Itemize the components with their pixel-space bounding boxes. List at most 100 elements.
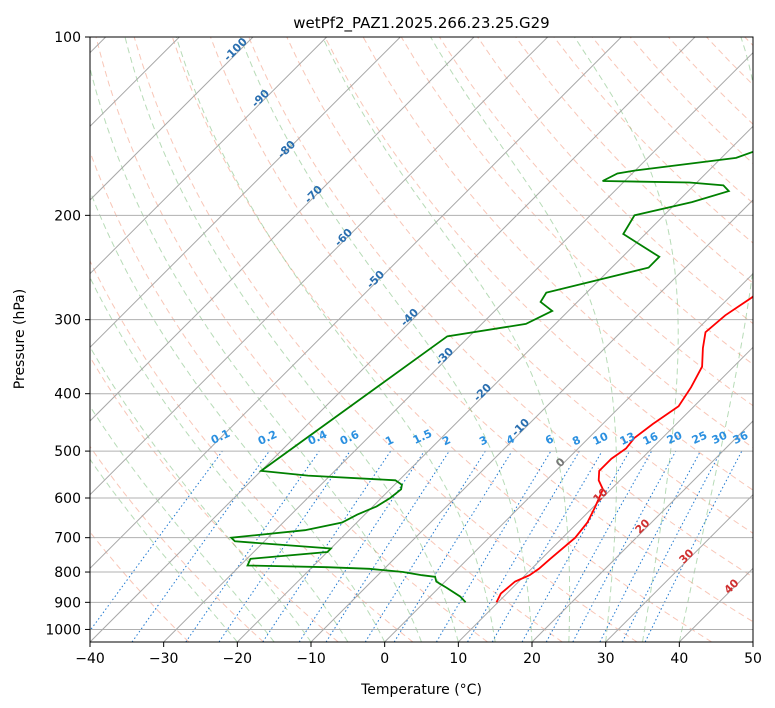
data-lines [229, 150, 753, 603]
dry-adiabat [744, 37, 753, 47]
moist-adiabat-label: 10 [591, 485, 611, 505]
isotherm-label: -80 [275, 138, 298, 161]
isotherm-line [752, 641, 753, 642]
mixing-ratio-label: 0.4 [306, 428, 329, 448]
mixing-ratio-label: 0.2 [256, 428, 279, 448]
moist-adiabat [430, 37, 617, 642]
y-tick-label: 300 [54, 313, 81, 329]
isotherm-line [90, 37, 549, 496]
axis-ticks: −40 −30 −20 −10 0 10 20 30 40 5010020030040050060… [45, 30, 762, 667]
moist-adiabat-label: 20 [633, 516, 653, 536]
mixing-ratio-label: 1.5 [411, 427, 434, 447]
dry-adiabat [324, 37, 753, 491]
moist-adiabat [322, 37, 571, 642]
dry-adiabat [95, 37, 563, 642]
isotherm-line [384, 272, 753, 642]
x-tick-label: 30 [597, 651, 615, 667]
x-tick-label: 50 [744, 651, 762, 667]
x-tick-label: 20 [523, 651, 541, 667]
mixing-ratio-line [90, 450, 223, 632]
mixing-ratio-line [393, 450, 513, 642]
isotherm-label: -20 [471, 381, 494, 404]
mixing-ratio-line [262, 450, 392, 642]
moist-adiabat [90, 405, 275, 642]
isotherm-line [310, 199, 753, 642]
isotherm-label: -100 [221, 35, 250, 64]
isotherm-line [90, 37, 401, 349]
isotherm-line [163, 51, 753, 642]
moist-adiabat [90, 65, 422, 642]
mixing-ratio-label: 1 [383, 433, 395, 448]
isotherm-label: -50 [364, 268, 387, 291]
mixing-ratio-line [521, 450, 630, 642]
moist-adiabat [239, 37, 533, 642]
dry-adiabat [90, 150, 488, 642]
chart-title: wetPf2_PAZ1.2025.266.23.25.G29 [293, 14, 549, 33]
moist-adiabat [124, 37, 459, 642]
dry-adiabat [515, 37, 753, 284]
isotherm-label: -90 [249, 87, 272, 110]
isotherm-line [457, 346, 753, 642]
mixing-ratio-label: 16 [641, 430, 661, 448]
dry-adiabat [90, 531, 190, 642]
mixing-ratio-line [185, 450, 320, 642]
plot-frame [89, 36, 754, 643]
y-tick-label: 100 [54, 30, 81, 46]
isotherm-line [678, 567, 753, 642]
y-tick-label: 1000 [45, 622, 81, 638]
mixing-ratio-label: 3 [477, 433, 489, 448]
mixing-ratio-label: 0.6 [338, 428, 361, 448]
y-tick-label: 700 [54, 531, 81, 547]
mixing-ratio-line [599, 450, 701, 642]
moist-adiabat-label: 30 [677, 546, 697, 566]
moist-adiabat [175, 37, 496, 642]
dewpoint-line [229, 150, 753, 603]
dry-adiabat [171, 37, 712, 642]
moist-adiabat [90, 189, 386, 642]
moist-adiabat [90, 345, 312, 642]
dry-adiabat [90, 445, 264, 642]
y-tick-label: 900 [54, 595, 81, 611]
dry-adiabat [90, 356, 339, 642]
dry-adiabat [706, 37, 753, 86]
mixing-ratio-line [467, 450, 580, 642]
mixing-ratio-line [644, 450, 743, 642]
x-tick-label: −30 [149, 651, 179, 667]
x-axis-label: Temperature (°C) [360, 682, 482, 698]
x-tick-label: 40 [670, 651, 688, 667]
mixing-ratio-line [298, 450, 425, 642]
isotherm-label: -30 [433, 345, 456, 368]
line-labels: -100-90-80-70-60-50-40-30-20-10010203040… [209, 35, 751, 597]
mixing-ratio-label: 2 [440, 433, 452, 448]
x-tick-label: −10 [296, 651, 326, 667]
dry-adiabat [286, 37, 753, 534]
x-tick-label: 0 [380, 651, 389, 667]
mixing-ratio-label: 36 [731, 429, 751, 447]
mixing-ratio-label: 13 [618, 430, 637, 448]
moist-adiabat [90, 458, 238, 642]
y-tick-label: 500 [54, 444, 81, 460]
dry-adiabat [553, 37, 753, 244]
mixing-ratio-line [325, 450, 450, 642]
dry-adiabat [248, 37, 753, 578]
y-tick-label: 400 [54, 387, 81, 403]
y-axis-label: Pressure (hPa) [12, 289, 28, 389]
isotherm-line [90, 37, 475, 422]
isotherm-line [90, 37, 622, 570]
grid-lines [90, 37, 753, 642]
dry-adiabat [133, 37, 638, 642]
x-tick-label: 10 [449, 651, 467, 667]
x-tick-label: −40 [75, 651, 105, 667]
isotherm-line [90, 37, 696, 642]
mixing-ratio-line [435, 450, 552, 642]
x-tick-label: −20 [223, 651, 253, 667]
mixing-ratio-line [131, 450, 270, 642]
isotherm-label: -60 [332, 226, 355, 249]
moist-adiabat [574, 37, 679, 642]
mixing-ratio-label: 25 [690, 429, 709, 447]
y-tick-label: 800 [54, 565, 81, 581]
isotherm-label: -70 [302, 183, 325, 206]
moist-adiabat [90, 276, 349, 642]
mixing-ratio-label: 10 [591, 430, 611, 448]
